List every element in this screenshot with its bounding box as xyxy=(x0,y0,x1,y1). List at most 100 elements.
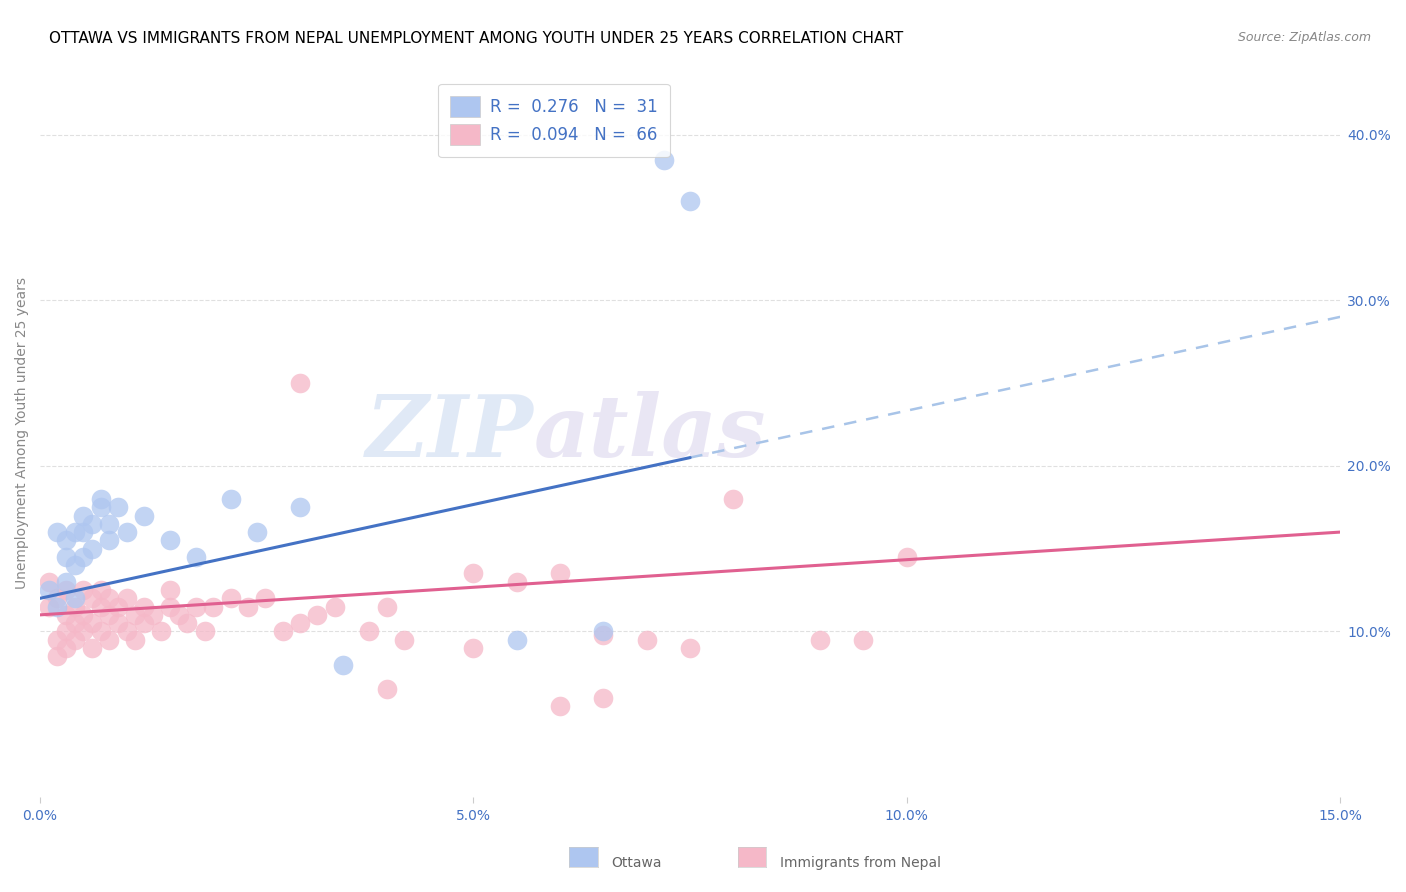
Point xyxy=(90,491,112,506)
Point xyxy=(98,591,121,606)
Point xyxy=(679,194,702,208)
Text: Ottawa: Ottawa xyxy=(612,855,662,870)
Point xyxy=(107,599,129,614)
Point xyxy=(38,599,60,614)
Point xyxy=(98,607,121,622)
Point xyxy=(592,690,614,705)
Point xyxy=(288,500,311,515)
Point xyxy=(46,591,69,606)
Point xyxy=(184,599,207,614)
Point xyxy=(72,549,94,564)
Text: ZIP: ZIP xyxy=(366,391,534,475)
Point xyxy=(134,616,156,631)
Point xyxy=(359,624,381,639)
Point xyxy=(506,632,529,647)
Point xyxy=(134,508,156,523)
Point xyxy=(90,582,112,597)
Point xyxy=(236,599,259,614)
Point xyxy=(55,549,77,564)
Point xyxy=(142,607,165,622)
Point xyxy=(808,632,831,647)
Point xyxy=(63,599,86,614)
Point xyxy=(184,549,207,564)
Point xyxy=(219,591,242,606)
Point xyxy=(636,632,658,647)
Point xyxy=(63,616,86,631)
Point xyxy=(63,632,86,647)
Legend: R =  0.276   N =  31, R =  0.094   N =  66: R = 0.276 N = 31, R = 0.094 N = 66 xyxy=(439,84,669,157)
Point xyxy=(63,591,86,606)
Point xyxy=(219,491,242,506)
Point xyxy=(98,632,121,647)
Point xyxy=(307,607,329,622)
Point xyxy=(90,599,112,614)
Point xyxy=(254,591,277,606)
Point xyxy=(332,657,354,672)
Point xyxy=(46,632,69,647)
Point xyxy=(723,491,745,506)
Text: atlas: atlas xyxy=(534,391,766,475)
Point xyxy=(46,525,69,540)
Point xyxy=(38,574,60,589)
Point xyxy=(55,607,77,622)
Point xyxy=(98,516,121,531)
Text: OTTAWA VS IMMIGRANTS FROM NEPAL UNEMPLOYMENT AMONG YOUTH UNDER 25 YEARS CORRELAT: OTTAWA VS IMMIGRANTS FROM NEPAL UNEMPLOY… xyxy=(49,31,904,46)
Point xyxy=(124,632,146,647)
Point xyxy=(852,632,875,647)
Point xyxy=(463,640,485,655)
Point xyxy=(271,624,294,639)
Point xyxy=(392,632,415,647)
Point xyxy=(323,599,346,614)
Point xyxy=(98,533,121,548)
Point xyxy=(38,582,60,597)
Point xyxy=(90,500,112,515)
Text: Source: ZipAtlas.com: Source: ZipAtlas.com xyxy=(1237,31,1371,45)
Point xyxy=(115,525,138,540)
Point xyxy=(90,624,112,639)
Point xyxy=(46,599,69,614)
Point xyxy=(55,574,77,589)
Point xyxy=(194,624,217,639)
Text: Immigrants from Nepal: Immigrants from Nepal xyxy=(780,855,942,870)
Point xyxy=(592,624,614,639)
Point xyxy=(82,541,104,556)
Point xyxy=(115,624,138,639)
Point xyxy=(375,599,398,614)
Point xyxy=(288,376,311,390)
Point xyxy=(679,640,702,655)
Point xyxy=(159,599,181,614)
Point xyxy=(82,640,104,655)
Point xyxy=(548,566,571,581)
Point xyxy=(375,682,398,697)
Point xyxy=(134,599,156,614)
Point xyxy=(63,558,86,573)
Point xyxy=(246,525,269,540)
Point xyxy=(72,607,94,622)
Point xyxy=(176,616,198,631)
Point xyxy=(896,549,918,564)
Point xyxy=(124,607,146,622)
Point xyxy=(159,582,181,597)
Point xyxy=(82,591,104,606)
Point xyxy=(202,599,225,614)
Point xyxy=(167,607,190,622)
Point xyxy=(72,508,94,523)
Point xyxy=(82,616,104,631)
Point xyxy=(288,616,311,631)
Point xyxy=(107,616,129,631)
Point xyxy=(55,533,77,548)
Point xyxy=(548,698,571,713)
Point xyxy=(506,574,529,589)
Y-axis label: Unemployment Among Youth under 25 years: Unemployment Among Youth under 25 years xyxy=(15,277,30,589)
Point xyxy=(115,591,138,606)
Point xyxy=(463,566,485,581)
Point xyxy=(159,533,181,548)
Point xyxy=(55,640,77,655)
Point xyxy=(46,649,69,664)
Point xyxy=(652,153,675,167)
Point xyxy=(150,624,173,639)
Point xyxy=(107,500,129,515)
Point xyxy=(72,525,94,540)
Point xyxy=(72,582,94,597)
Point xyxy=(55,624,77,639)
